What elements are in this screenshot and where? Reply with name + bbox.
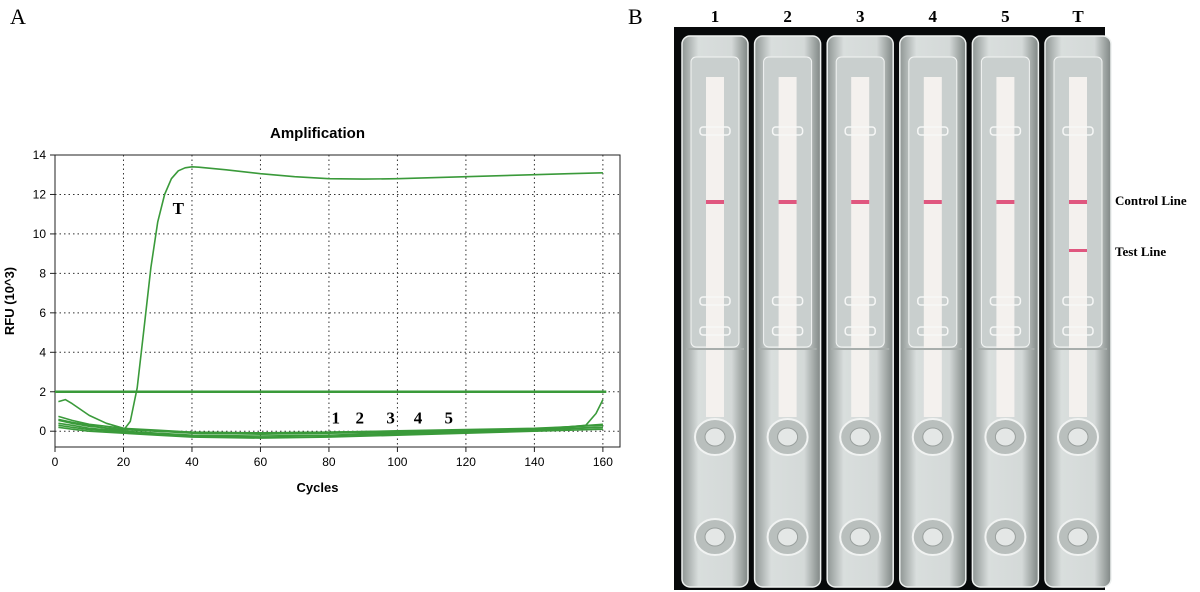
y-tick-label: 10 (33, 227, 47, 241)
sample-well-inner (1067, 527, 1089, 547)
panel-b-letter: B (628, 4, 643, 29)
test-line (1069, 249, 1087, 252)
series-line-3 (58, 422, 603, 437)
y-tick-label: 8 (39, 266, 46, 280)
strip-clip (917, 126, 949, 136)
y-tick-label: 0 (39, 424, 46, 438)
strip-clip (699, 326, 731, 336)
series-line-2 (58, 419, 603, 434)
test-strip (706, 77, 724, 417)
plot-frame (54, 154, 621, 448)
sample-well-inner (922, 427, 944, 447)
sample-well-inner (777, 527, 799, 547)
test-line-label: Test Line (1115, 244, 1166, 259)
strip-clip (1062, 326, 1094, 336)
sample-well-inner (777, 427, 799, 447)
x-tick-label: 100 (387, 455, 407, 469)
x-tick-label: 0 (52, 455, 59, 469)
lane-label: 5 (1001, 7, 1010, 26)
amplification-chart: Amplification 0 20 40 60 80 100 120 140 160 0 2 4 6 8 1… (2, 125, 621, 495)
control-line (1069, 200, 1087, 204)
x-tick-label: 120 (456, 455, 476, 469)
strip-clip (771, 126, 804, 136)
control-line (706, 200, 724, 204)
sample-well-inner (922, 527, 944, 547)
control-line (851, 200, 870, 204)
sample-well-inner (704, 527, 726, 547)
strip-clip (771, 326, 804, 336)
sample-well-inner (849, 527, 871, 547)
test-strip (851, 77, 870, 417)
curve-label: T (173, 199, 185, 218)
strip-clip (989, 326, 1022, 336)
control-line (778, 200, 797, 204)
sample-well-inner (1067, 427, 1089, 447)
y-axis-label: RFU (10^3) (2, 267, 17, 335)
strip-clip (699, 296, 731, 306)
lane-label: 3 (856, 7, 865, 26)
curve-label: 5 (445, 408, 454, 427)
x-tick-label: 140 (524, 455, 544, 469)
test-strip (1069, 77, 1087, 417)
x-tick-label: 80 (322, 455, 336, 469)
strip-clip (1062, 296, 1094, 306)
y-tick-label: 6 (39, 306, 46, 320)
lane-label: 4 (929, 7, 938, 26)
x-tick-label: 160 (593, 455, 613, 469)
test-strip (778, 77, 797, 417)
curve-label: 4 (414, 408, 423, 427)
x-axis-label: Cycles (297, 480, 339, 495)
sample-well-inner (994, 527, 1016, 547)
test-strip (996, 77, 1015, 417)
sample-well-inner (849, 427, 871, 447)
lane-label: 1 (711, 7, 720, 26)
control-line-label: Control Line (1115, 193, 1187, 208)
lane-label: T (1072, 7, 1084, 26)
x-tick-label: 20 (117, 455, 131, 469)
x-tick-label: 40 (185, 455, 199, 469)
series-line-5 (58, 426, 603, 439)
test-strip (923, 77, 942, 417)
control-line (996, 200, 1015, 204)
x-tick-label: 60 (254, 455, 268, 469)
strip-clip (989, 126, 1022, 136)
sample-well-inner (704, 427, 726, 447)
strip-clip (844, 126, 876, 136)
y-tick-label: 2 (39, 385, 46, 399)
strip-clip (771, 296, 804, 306)
strip-clip (917, 326, 949, 336)
strip-clip (844, 326, 876, 336)
strip-clip (699, 126, 731, 136)
y-tick-label: 4 (39, 345, 46, 359)
strip-clip (917, 296, 949, 306)
y-tick-label: 14 (33, 148, 47, 162)
chart-title: Amplification (270, 125, 365, 142)
curve-label: 3 (386, 408, 395, 427)
series-line-T (58, 166, 603, 431)
strip-clip (844, 296, 876, 306)
sample-well-inner (994, 427, 1016, 447)
panel-a-letter: A (10, 4, 26, 29)
curve-label: 1 (332, 408, 341, 427)
strip-clip (1062, 126, 1094, 136)
lane-label: 2 (783, 7, 792, 26)
curve-label: 2 (356, 408, 365, 427)
strip-clip (989, 296, 1022, 306)
y-tick-label: 12 (33, 187, 47, 201)
control-line (923, 200, 942, 204)
